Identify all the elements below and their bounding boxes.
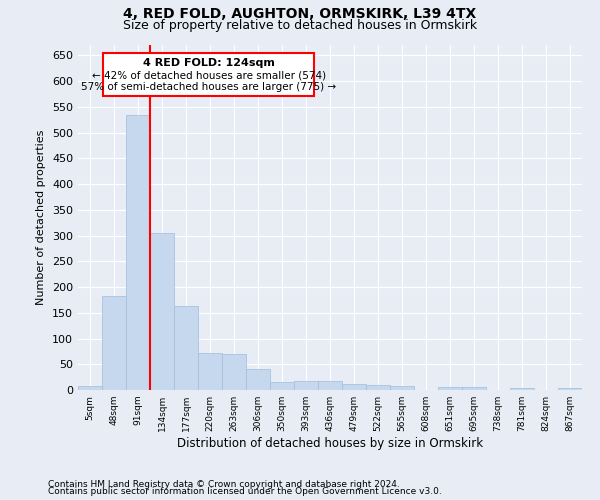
Bar [270,382,294,390]
Bar [102,296,126,390]
Bar [78,386,102,390]
Bar [390,386,414,390]
Bar [366,385,390,390]
Bar [318,380,342,390]
FancyBboxPatch shape [103,52,314,96]
Bar [558,388,582,390]
Text: Size of property relative to detached houses in Ormskirk: Size of property relative to detached ho… [123,18,477,32]
Text: Contains HM Land Registry data © Crown copyright and database right 2024.: Contains HM Land Registry data © Crown c… [48,480,400,489]
Text: Contains public sector information licensed under the Open Government Licence v3: Contains public sector information licen… [48,487,442,496]
Bar [438,388,462,390]
Text: 4, RED FOLD, AUGHTON, ORMSKIRK, L39 4TX: 4, RED FOLD, AUGHTON, ORMSKIRK, L39 4TX [124,8,476,22]
X-axis label: Distribution of detached houses by size in Ormskirk: Distribution of detached houses by size … [177,437,483,450]
Bar [174,306,198,390]
Bar [510,388,534,390]
Text: 57% of semi-detached houses are larger (775) →: 57% of semi-detached houses are larger (… [81,82,337,92]
Text: 4 RED FOLD: 124sqm: 4 RED FOLD: 124sqm [143,58,275,68]
Bar [294,380,318,390]
Bar [462,387,486,390]
Bar [150,234,174,390]
Text: ← 42% of detached houses are smaller (574): ← 42% of detached houses are smaller (57… [92,70,326,80]
Y-axis label: Number of detached properties: Number of detached properties [37,130,46,305]
Bar [222,354,246,390]
Bar [126,115,150,390]
Bar [198,353,222,390]
Bar [246,370,270,390]
Bar [342,384,366,390]
